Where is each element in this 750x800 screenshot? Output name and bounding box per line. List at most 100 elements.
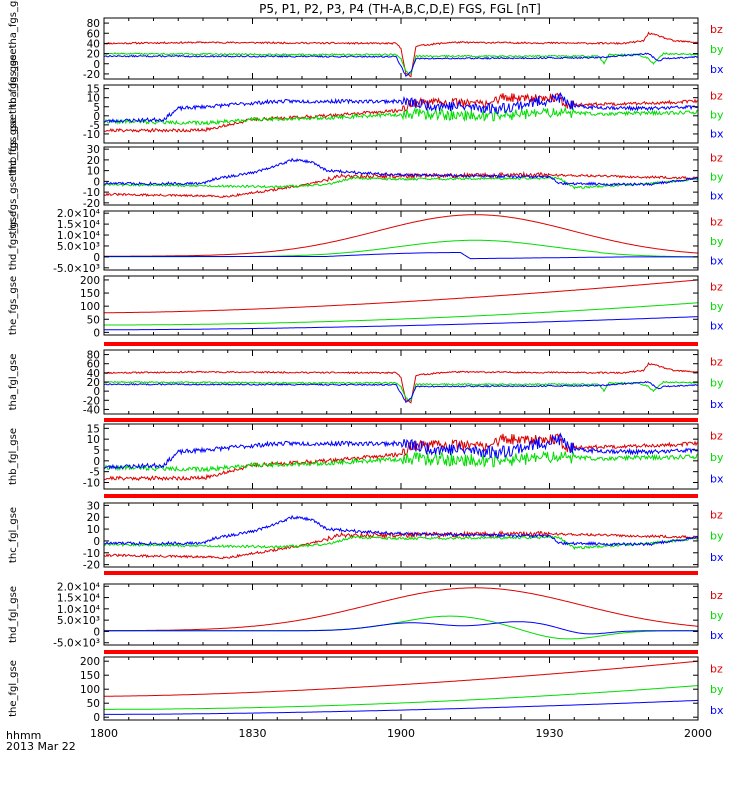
y-tick-label: -5 [90,120,100,132]
trace-bx [104,621,698,635]
y-tick-label: 80 [87,18,100,30]
legend-by: by [710,683,724,696]
date-label: 2013 Mar 22 [6,740,76,753]
x-tick-label: 2000 [684,727,712,740]
legend-bz: bz [710,430,723,443]
trace-bz [104,214,698,257]
legend-by: by [710,43,724,56]
y-tick-label: -5.0×10³ [53,638,100,650]
y-tick-label: -5.0×10³ [53,263,100,275]
legend-bz: bz [710,356,723,369]
legend-bx: bx [710,551,724,564]
y-tick-label: 150 [80,670,100,682]
trace-bx [104,380,698,404]
trace-by [104,615,698,640]
panel-ylabel: the_fgl_gse [8,660,19,717]
y-tick-label: 5.0×10³ [57,615,100,627]
y-tick-label: 150 [80,288,100,300]
y-tick-label: -20 [83,395,100,407]
x-tick-label: 1900 [387,727,415,740]
legend-bx: bx [710,398,724,411]
y-tick-label: 30 [87,144,100,156]
trace-bx [104,432,698,470]
y-tick-label: 100 [80,301,100,313]
y-tick-label: 20 [87,155,100,167]
y-tick-label: -40 [83,404,100,416]
y-tick-label: -10 [83,129,100,141]
y-tick-label: 30 [87,500,100,512]
y-tick-label: 20 [87,49,100,61]
y-tick-label: 200 [80,275,100,287]
y-tick-label: 0 [93,386,100,398]
y-tick-label: 50 [87,698,100,710]
y-tick-label: 80 [87,350,100,362]
legend-bx: bx [710,704,724,717]
y-tick-label: 0 [93,712,100,724]
y-tick-label: 0 [93,626,100,638]
y-tick-label: -5 [90,467,100,479]
y-tick-label: 15 [87,423,100,435]
panel-ylabel: the_fgs_gse [8,276,19,335]
y-tick-label: 20 [87,512,100,524]
trace-bz [104,530,698,560]
time-unit-label: hhmm [6,729,41,742]
y-tick-label: -10 [83,548,100,560]
y-tick-label: 1.0×10⁴ [57,604,100,616]
trace-bx [104,91,698,124]
trace-bz [104,660,698,697]
legend-bx: bx [710,473,724,486]
trace-bx [104,316,698,331]
y-tick-label: 2.0×10⁴ [57,208,100,220]
y-tick-label: 200 [80,656,100,668]
legend-by: by [710,451,724,464]
quality-flag-bar [104,571,698,575]
legend-bz: bz [710,589,723,602]
y-tick-label: 60 [87,28,100,40]
y-tick-label: 1.5×10⁴ [57,593,100,605]
y-tick-label: -20 [83,198,100,210]
trace-by [104,106,698,126]
trace-bz [104,279,698,314]
legend-bz: bz [710,23,723,36]
trace-bz [104,362,698,404]
trace-bz [104,92,698,133]
legend-bz: bz [710,281,723,294]
y-tick-label: -20 [83,560,100,572]
trace-by [104,176,698,190]
x-tick-label: 1930 [536,727,564,740]
y-tick-label: -20 [83,69,100,81]
panel-ylabel: thd_fgs_gse [8,211,19,270]
legend-bx: bx [710,63,724,76]
trace-by [104,685,698,710]
trace-bx [104,699,698,715]
trace-by [104,535,698,551]
legend-bz: bz [710,89,723,102]
y-tick-label: 20 [87,377,100,389]
y-tick-label: 0 [93,252,100,264]
trace-bz [104,433,698,482]
y-tick-label: -10 [83,478,100,490]
y-tick-label: 50 [87,314,100,326]
plot-title: P5, P1, P2, P3, P4 (TH-A,B,C,D,E) FGS, F… [259,2,541,16]
legend-bz: bz [710,216,723,229]
legend-by: by [710,530,724,543]
legend-by: by [710,377,724,390]
trace-bz [104,587,698,632]
legend-bz: bz [710,662,723,675]
y-tick-label: 1.5×10⁴ [57,219,100,231]
trace-by [104,302,698,326]
legend-by: by [710,109,724,122]
legend-bz: bz [710,151,723,164]
y-tick-label: 10 [87,93,100,105]
panel-ylabel: thc_fgs_gsethc_fgs_gse [8,117,19,234]
legend-bx: bx [710,255,724,268]
panel-ylabel: thb_fgs_gsethb_fgs_gse [8,55,19,174]
panel-ylabel: thc_fgl_gse [8,507,19,563]
panel-frame [103,349,699,415]
